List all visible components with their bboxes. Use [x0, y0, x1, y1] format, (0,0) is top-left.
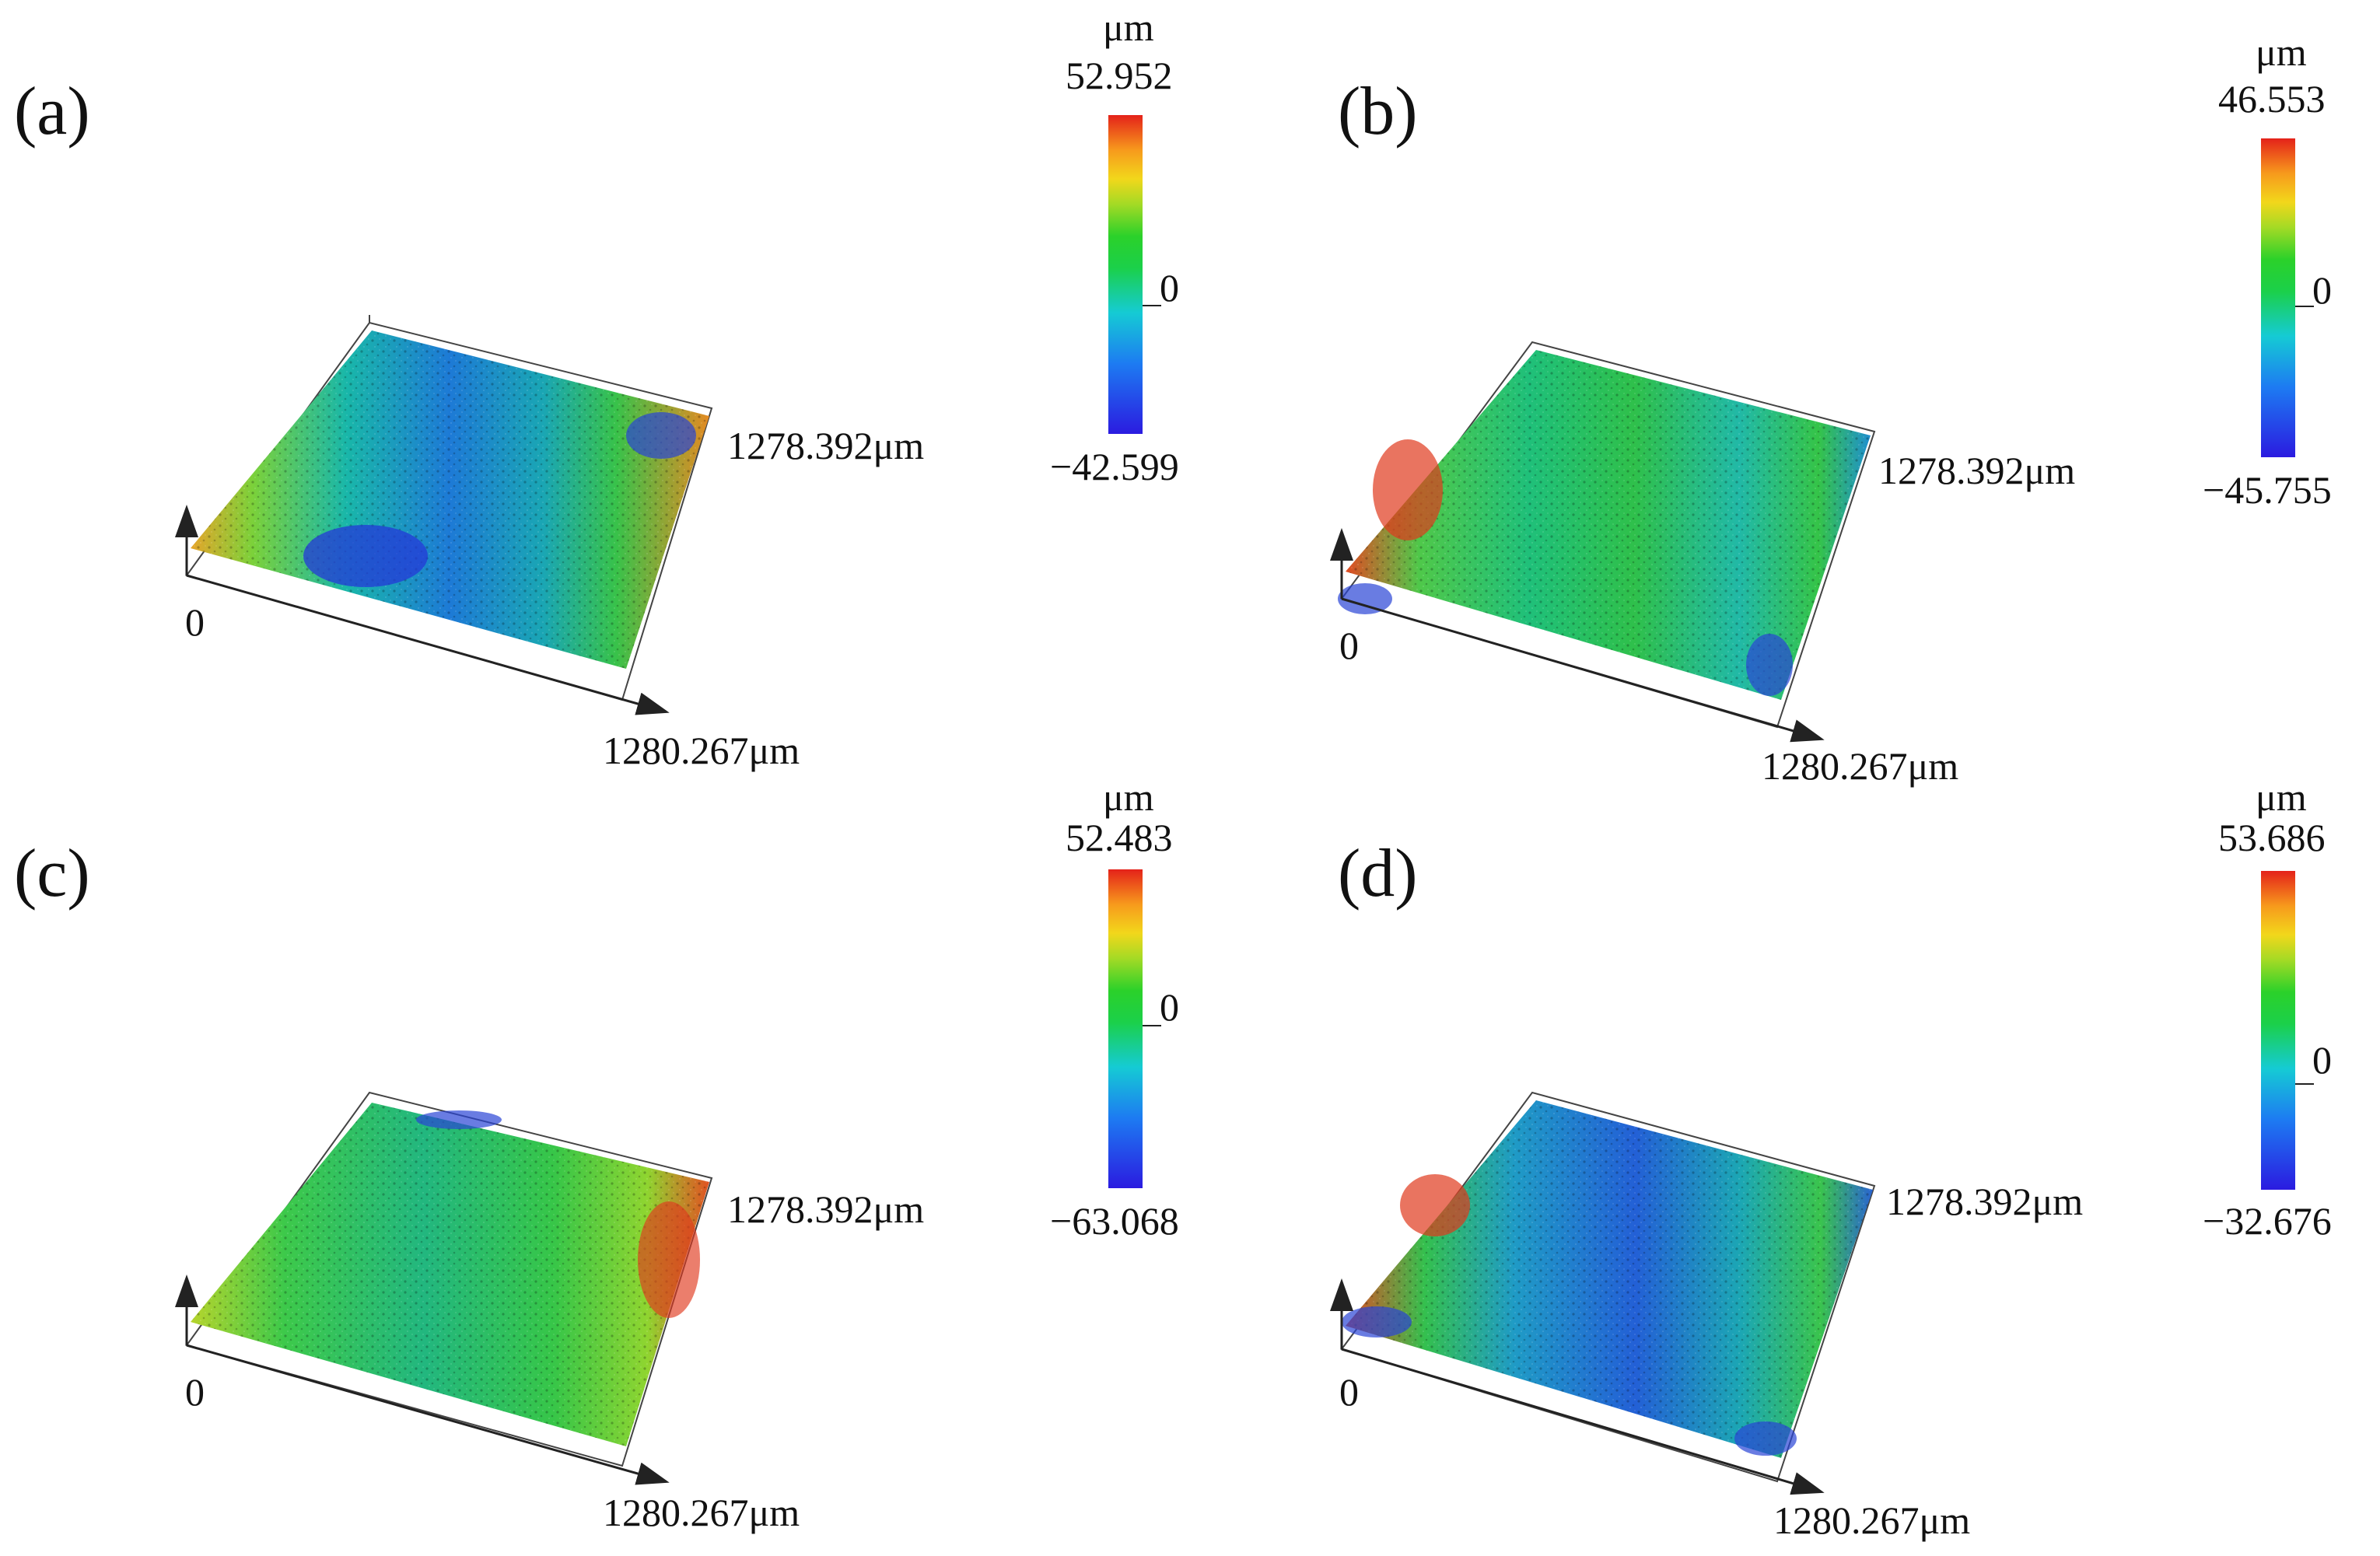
scale-max: 52.483 [1066, 816, 1173, 859]
color-scale-bar [1108, 869, 1143, 1188]
axis-origin-label: 0 [185, 1370, 205, 1414]
scale-unit: μm [1103, 5, 1154, 49]
panel-a: (a) 0 1278.392μm 1280.267μm μm 52.952 0 … [0, 0, 1190, 778]
scale-min: −45.755 [2203, 468, 2332, 512]
color-scale-bar [1108, 115, 1143, 434]
axis-y-extent-label: 1278.392μm [1878, 449, 2076, 492]
color-scale-bar [2261, 138, 2295, 457]
scale-max: 52.952 [1066, 54, 1173, 97]
scale-zero: 0 [1160, 266, 1179, 309]
axis-x-extent-label: 1280.267μm [1762, 744, 1959, 788]
scale-min: −63.068 [1050, 1199, 1179, 1243]
axis-y-extent-label: 1278.392μm [727, 1187, 925, 1231]
panel-label: (c) [14, 836, 90, 911]
scale-zero-tick [1143, 305, 1161, 306]
scale-zero-tick [2295, 306, 2314, 307]
scale-zero: 0 [2312, 1038, 2332, 1082]
surface-plot [175, 1091, 713, 1485]
axis-y-extent-label: 1278.392μm [1886, 1180, 2084, 1223]
panel-b: (b) 0 1278.392μm 1280.267μm μm 46.553 0 … [1190, 0, 2380, 785]
scale-zero-tick [2295, 1083, 2314, 1085]
scale-unit: μm [1103, 775, 1154, 819]
axis-y-extent-label: 1278.392μm [727, 424, 925, 467]
scale-min: −32.676 [2203, 1199, 2332, 1243]
panel-label: (a) [14, 74, 90, 149]
scale-zero: 0 [1160, 985, 1179, 1029]
surface-plot [1330, 341, 1876, 743]
axis-origin-label: 0 [1339, 624, 1359, 667]
axis-x-extent-label: 1280.267μm [603, 729, 800, 772]
panel-label: (b) [1338, 74, 1418, 149]
scale-zero: 0 [2312, 268, 2332, 312]
scale-unit: μm [2256, 30, 2307, 74]
color-scale-bar [2261, 871, 2295, 1190]
scale-max: 53.686 [2218, 816, 2326, 859]
scale-max: 46.553 [2218, 77, 2326, 121]
scale-unit: μm [2256, 775, 2307, 819]
scale-min: −42.599 [1050, 445, 1179, 488]
panel-d: (d) 0 1278.392μm 1280.267μm μm 53.686 0 … [1190, 778, 2380, 1555]
axis-origin-label: 0 [185, 600, 205, 644]
axis-x-extent-label: 1280.267μm [603, 1491, 800, 1534]
panel-label: (d) [1338, 836, 1418, 911]
panel-c: (c) 0 1278.392μm 1280.267μm μm 52.483 0 … [0, 778, 1190, 1555]
surface-plot [175, 315, 713, 715]
axis-origin-label: 0 [1339, 1370, 1359, 1414]
surface-plot [1330, 1091, 1876, 1495]
scale-zero-tick [1143, 1025, 1161, 1026]
axis-x-extent-label: 1280.267μm [1773, 1498, 1971, 1542]
